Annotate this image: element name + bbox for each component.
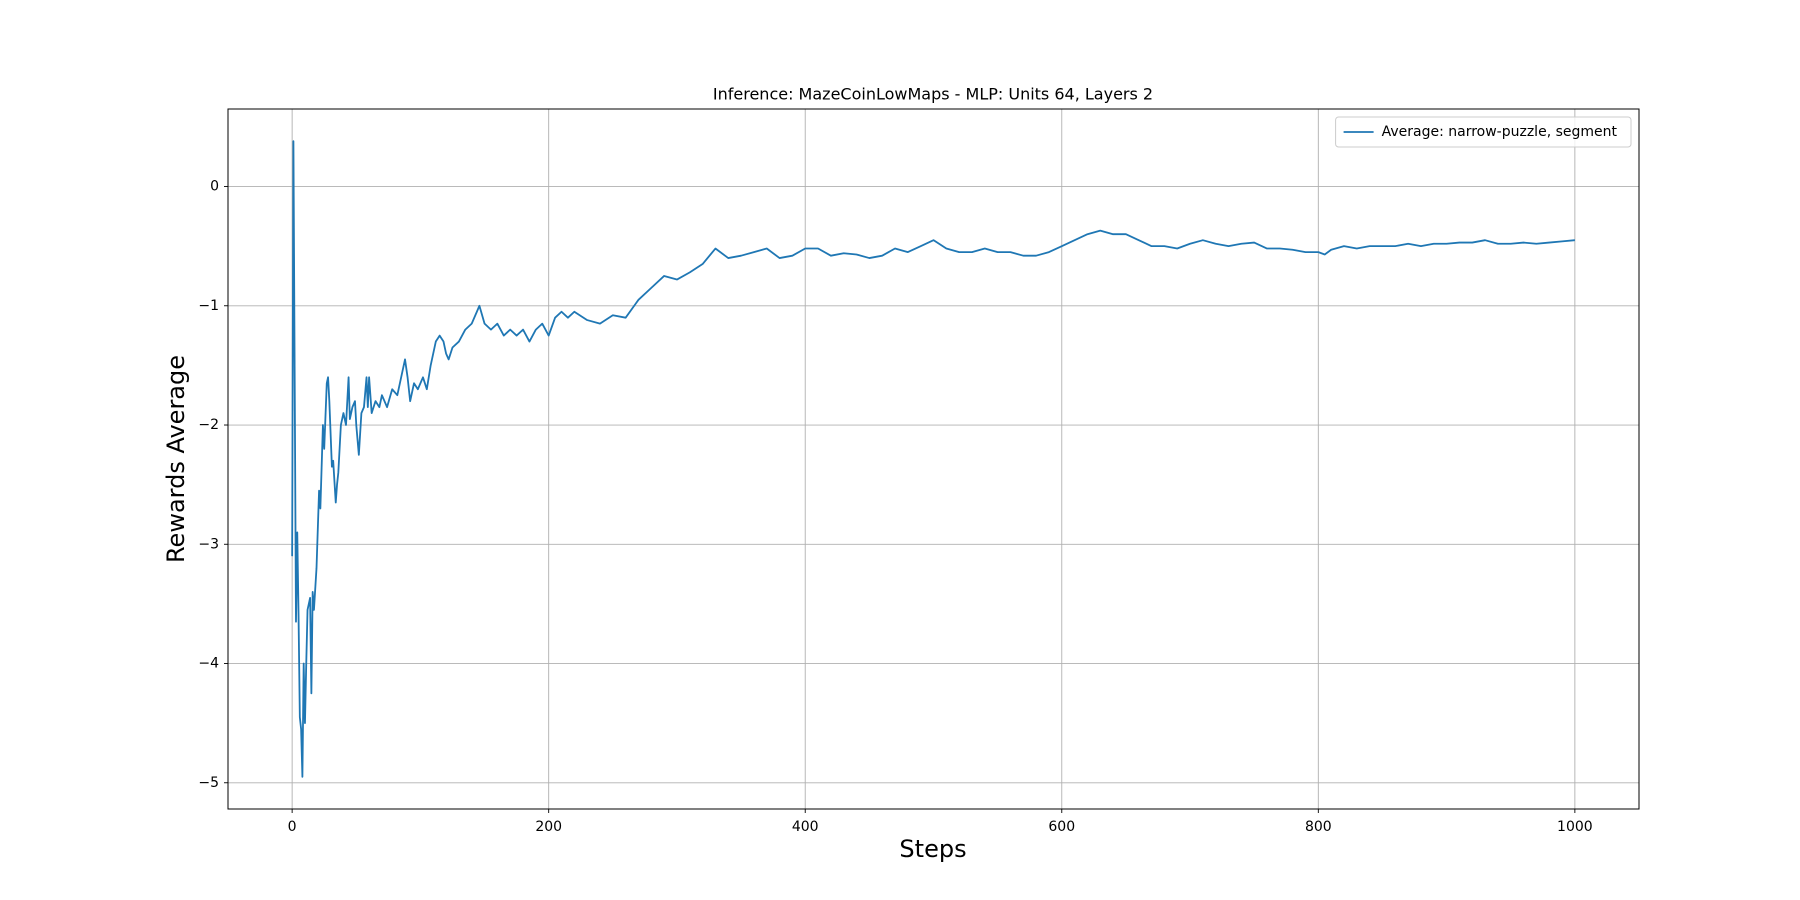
x-axis-label: Steps <box>899 835 966 863</box>
y-tick-label: −1 <box>198 298 219 314</box>
x-tick-label: 400 <box>792 819 819 835</box>
legend-box <box>1335 116 1632 148</box>
x-tick-label: 200 <box>535 819 562 835</box>
y-tick-label: −4 <box>198 656 219 672</box>
x-tick-label: 0 <box>288 819 297 835</box>
legend: Average: narrow-puzzle, segment <box>1335 116 1632 148</box>
line-series <box>291 140 1575 778</box>
legend-label: Average: narrow-puzzle, segment <box>1382 124 1618 140</box>
y-tick-label: −3 <box>198 536 219 552</box>
y-axis-label: Rewards Average <box>162 355 190 563</box>
plot-frame <box>227 108 1640 810</box>
x-tick-label: 600 <box>1048 819 1075 835</box>
x-tick-label: 1000 <box>1557 819 1593 835</box>
y-tick-label: 0 <box>210 179 219 195</box>
y-tick-label: −2 <box>198 417 219 433</box>
x-tick-label: 800 <box>1305 819 1332 835</box>
chart-title: Inference: MazeCoinLowMaps - MLP: Units … <box>713 85 1153 104</box>
y-tick-label: −5 <box>198 775 219 791</box>
